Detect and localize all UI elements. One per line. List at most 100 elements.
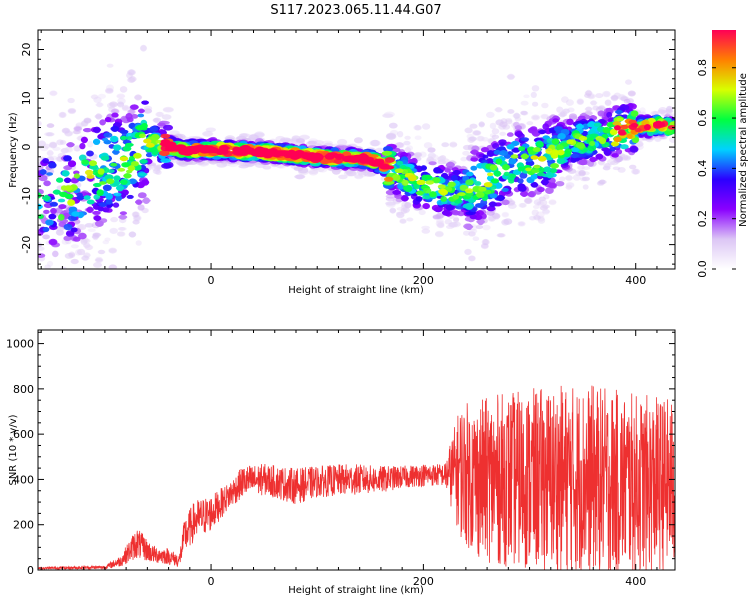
heatmap-cell (448, 181, 455, 188)
heatmap-cell (384, 157, 395, 163)
heatmap-cell (501, 187, 509, 192)
heatmap-cell (530, 182, 539, 187)
heatmap-cell (481, 147, 489, 153)
heatmap-cell (489, 122, 497, 130)
heatmap-cell (117, 231, 126, 237)
heatmap-cell (43, 209, 50, 214)
heatmap-cell (423, 187, 432, 194)
heatmap-cell (238, 164, 250, 169)
heatmap-cell (298, 169, 309, 175)
heatmap-cell (129, 75, 136, 83)
heatmap-cell (404, 147, 411, 153)
heatmap-cell (295, 174, 304, 180)
heatmap-cell (441, 210, 451, 216)
heatmap-cell (578, 171, 586, 176)
heatmap-cell (156, 111, 164, 117)
heatmap-cell (346, 170, 357, 177)
heatmap-cell (514, 116, 522, 122)
heatmap-cell (133, 153, 142, 159)
heatmap-cell (119, 214, 127, 220)
heatmap-cell (519, 203, 526, 208)
heatmap-cell (358, 172, 367, 178)
heatmap-cell (669, 136, 675, 143)
heatmap-cell (436, 219, 444, 224)
heatmap-cell (308, 168, 319, 176)
heatmap-cell (460, 156, 468, 162)
heatmap-cell (96, 189, 104, 197)
heatmap-cell (354, 173, 364, 180)
heatmap-cell (623, 98, 631, 104)
heatmap-cell (83, 238, 91, 243)
heatmap-cell (135, 125, 145, 130)
heatmap-cell (567, 168, 577, 174)
heatmap-cell (224, 135, 236, 141)
heatmap-cell (507, 73, 515, 81)
heatmap-cell (451, 210, 461, 216)
heatmap-cell (431, 178, 441, 183)
heatmap-cell (96, 102, 103, 107)
heatmap-cell (87, 228, 96, 232)
heatmap-cell (507, 109, 514, 114)
heatmap-cell (400, 204, 408, 210)
heatmap-cell (160, 158, 172, 164)
heatmap-cell (386, 190, 395, 195)
heatmap-cell (525, 167, 532, 172)
heatmap-cell (584, 93, 591, 98)
heatmap-cell (441, 142, 449, 147)
heatmap-cell (419, 151, 427, 158)
heatmap-cell (631, 123, 639, 128)
heatmap-cell (40, 280, 47, 286)
heatmap-cell (94, 258, 104, 262)
heatmap-cell (403, 141, 410, 146)
heatmap-cell (445, 203, 454, 211)
heatmap-cell (89, 160, 97, 167)
heatmap-cell (110, 108, 120, 115)
heatmap-cell (77, 225, 87, 230)
heatmap-cell (543, 166, 552, 173)
heatmap-cell (401, 179, 409, 186)
heatmap-cell (437, 222, 444, 228)
heatmap-cell (457, 192, 466, 197)
heatmap-cell (481, 243, 489, 249)
heatmap-cell (291, 135, 301, 142)
heatmap-cell (154, 164, 163, 170)
heatmap-cell (58, 204, 67, 210)
heatmap-cell (396, 207, 406, 211)
heatmap-cell (308, 140, 317, 146)
heatmap-cell (597, 181, 604, 186)
heatmap-cell (275, 135, 286, 142)
heatmap-cell (234, 160, 244, 165)
heatmap-cell (449, 142, 458, 147)
heatmap-cell (468, 255, 476, 261)
heatmap-cell (64, 130, 73, 137)
heatmap-cell (296, 138, 305, 143)
heatmap-cell (290, 138, 300, 144)
heatmap-cell (399, 218, 407, 224)
heatmap-cell (499, 121, 508, 128)
heatmap-cell (414, 151, 422, 158)
heatmap-cell (588, 129, 595, 135)
heatmap-cell (354, 174, 364, 179)
heatmap-cell (110, 126, 120, 132)
heatmap-cell (56, 286, 65, 290)
heatmap-cell (155, 111, 165, 117)
heatmap-cell (620, 96, 628, 100)
heatmap-cell (127, 69, 136, 76)
heatmap-cell (294, 174, 306, 179)
heatmap-cell (508, 178, 515, 184)
heatmap-cell (502, 212, 509, 217)
heatmap-cell (370, 139, 380, 147)
heatmap-cell (530, 173, 538, 180)
heatmap-cell (486, 210, 495, 216)
heatmap-cell (557, 149, 565, 156)
heatmap-cell (585, 106, 592, 112)
heatmap-cell (56, 229, 64, 236)
heatmap-cell (474, 181, 482, 186)
heatmap-cell (108, 106, 116, 113)
heatmap-cell (119, 211, 127, 216)
heatmap-cell (471, 150, 478, 155)
heatmap-cell (53, 189, 61, 195)
heatmap-cell (47, 149, 54, 157)
heatmap-cell (381, 151, 393, 156)
heatmap-cell (46, 172, 53, 176)
